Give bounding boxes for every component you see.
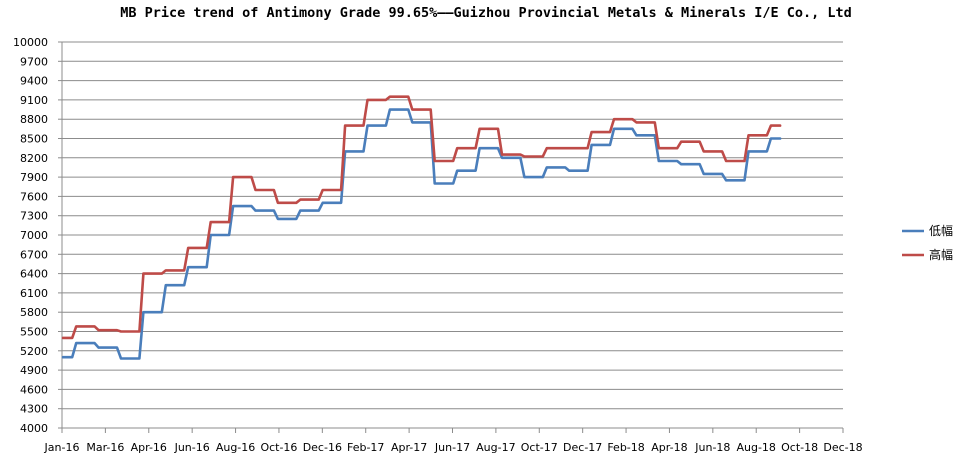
series-line-1 <box>61 95 782 340</box>
x-tick-label: Jan-16 <box>44 441 80 454</box>
axes <box>58 41 844 433</box>
y-tick-label: 4600 <box>20 383 48 396</box>
y-tick-label: 7300 <box>20 210 48 223</box>
legend-label: 高幅 <box>929 247 953 262</box>
y-tick-label: 6400 <box>20 268 48 281</box>
x-tick-label: Jun-16 <box>174 441 210 454</box>
series-lines <box>61 95 782 360</box>
x-tick-label: Aug-16 <box>216 441 255 454</box>
y-tick-label: 7000 <box>20 229 48 242</box>
y-tick-label: 7900 <box>20 171 48 184</box>
y-tick-label: 4000 <box>20 422 48 435</box>
x-tick-label: Apr-17 <box>391 441 427 454</box>
x-tick-label: Feb-17 <box>347 441 384 454</box>
chart-title: MB Price trend of Antimony Grade 99.65%—… <box>120 5 852 21</box>
y-tick-label: 8200 <box>20 152 48 165</box>
x-tick-label: Oct-17 <box>521 441 558 454</box>
x-tick-label: Aug-17 <box>476 441 515 454</box>
x-tick-label: Jun-18 <box>694 441 730 454</box>
y-tick-label: 9100 <box>20 94 48 107</box>
x-tick-labels: Jan-16 Mar-16 Apr-16 Jun-16 Aug-16 Oct-16 Dec-… <box>44 441 863 454</box>
y-tick-label: 8800 <box>20 113 48 126</box>
y-tick-label: 6700 <box>20 248 48 261</box>
y-tick-label: 4300 <box>20 403 48 416</box>
y-tick-label: 5500 <box>20 326 48 339</box>
y-tick-label: 7600 <box>20 190 48 203</box>
x-tick-label: Aug-18 <box>736 441 775 454</box>
y-tick-label: 6100 <box>20 287 48 300</box>
legend-label: 低幅 <box>929 223 953 238</box>
x-tick-label: Apr-16 <box>131 441 167 454</box>
y-tick-label: 5200 <box>20 345 48 358</box>
y-tick-label: 8500 <box>20 133 48 146</box>
y-tick-labels: 4000 4300 4600 4900 5200 5500 5800 6100 6400 6700… <box>13 36 48 435</box>
y-tick-label: 4900 <box>20 364 48 377</box>
gridlines <box>62 41 843 429</box>
y-tick-label: 9700 <box>20 55 48 68</box>
y-tick-label: 9400 <box>20 75 48 88</box>
x-tick-label: Oct-16 <box>260 441 297 454</box>
y-tick-label: 5800 <box>20 306 48 319</box>
y-tick-label: 10000 <box>13 36 48 49</box>
x-tick-label: Dec-18 <box>823 441 862 454</box>
x-tick-label: Mar-16 <box>86 441 124 454</box>
series-line-0 <box>61 108 782 360</box>
x-tick-label: Apr-18 <box>651 441 687 454</box>
x-tick-label: Oct-18 <box>781 441 818 454</box>
x-tick-label: Feb-18 <box>607 441 644 454</box>
x-tick-label: Dec-16 <box>303 441 342 454</box>
x-tick-label: Dec-17 <box>563 441 602 454</box>
x-tick-label: Jun-17 <box>434 441 470 454</box>
